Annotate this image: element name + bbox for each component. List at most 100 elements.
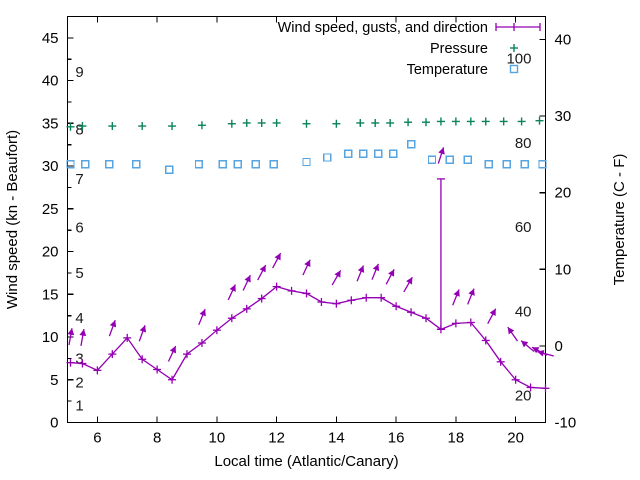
temperature-point <box>302 157 311 167</box>
wind-direction-arrowhead <box>334 270 341 278</box>
wind-direction-arrows <box>67 147 554 362</box>
beaufort-label: 4 <box>75 310 83 327</box>
wind-speed-series <box>66 282 550 393</box>
x-tick-label: 12 <box>268 430 285 447</box>
x-tick-label: 16 <box>388 430 405 447</box>
temperature-point <box>218 160 228 169</box>
beaufort-label: 5 <box>75 265 83 282</box>
x-tick-label: 8 <box>153 430 161 447</box>
wind-direction-arrowhead <box>304 259 311 268</box>
legend-label: Temperature <box>407 62 488 78</box>
temperature-point <box>374 149 383 158</box>
wind-direction-arrowhead <box>357 265 365 273</box>
plot-frame <box>66 15 547 424</box>
wind-direction-arrowhead <box>489 308 496 316</box>
x-tick-label: 6 <box>93 430 101 447</box>
temperature-point <box>132 160 141 169</box>
temperature-point <box>105 160 114 169</box>
wind-direction-arrowhead <box>199 309 206 317</box>
wind-direction-arrowhead <box>468 288 475 296</box>
temperature-point <box>445 155 455 164</box>
y-tick-label: 20 <box>42 244 59 261</box>
y2-tick-label: 0 <box>555 338 563 355</box>
temperature-point <box>427 155 437 164</box>
x-tick-label: 20 <box>507 430 524 447</box>
legend-label: Pressure <box>430 41 488 57</box>
y-tick-label: 40 <box>42 73 59 90</box>
pressure-series <box>66 116 544 131</box>
y-tick-label: 35 <box>42 115 59 132</box>
y2-tick-label: 10 <box>555 261 572 278</box>
wind-direction-arrowhead <box>507 327 515 335</box>
wind-direction-arrowhead <box>244 275 251 283</box>
y-tick-label: 45 <box>42 30 59 47</box>
wind-direction-arrowhead <box>388 269 395 277</box>
y2-axis-title: Temperature (C - F) <box>611 154 628 286</box>
wind-direction-arrowhead <box>67 328 75 336</box>
wind-direction-arrowhead <box>521 340 529 348</box>
temperature-point <box>520 160 529 169</box>
x-tick-label: 14 <box>328 430 345 447</box>
fahrenheit-label: 60 <box>515 219 532 236</box>
wind-direction-arrowhead <box>537 349 545 357</box>
temperature-point <box>233 160 242 169</box>
beaufort-label: 6 <box>75 220 83 237</box>
temperature-point <box>66 160 75 169</box>
temperature-point <box>251 160 260 169</box>
y-tick-label: 5 <box>50 372 58 389</box>
wind-direction-arrowhead <box>79 329 87 337</box>
temperature-point <box>463 155 473 164</box>
y2-tick-label: -10 <box>555 415 577 432</box>
wind-direction-arrowhead <box>169 346 176 354</box>
y-axis-ticks: 0 5 10 15 20 25 30 35 40 45 <box>42 30 74 432</box>
wind-direction-arrowhead <box>532 347 540 354</box>
temperature-point <box>538 160 547 169</box>
y-tick-label: 0 <box>50 415 58 432</box>
temperature-point <box>502 160 511 169</box>
temperature-point <box>344 149 353 158</box>
temperature-point <box>359 149 368 158</box>
temperature-series <box>66 140 547 174</box>
y2-axis-ticks: -10 0 10 20 30 40 <box>539 31 577 432</box>
y2-tick-label: 40 <box>555 31 572 48</box>
wind-direction-arrowhead <box>229 284 236 292</box>
y-tick-label: 15 <box>42 286 59 303</box>
temperature-point <box>164 165 174 174</box>
beaufort-label: 7 <box>75 171 83 188</box>
legend-swatch-temperature <box>509 64 519 74</box>
wind-direction-arrowhead <box>453 289 460 297</box>
y-tick-label: 10 <box>42 329 59 346</box>
x-tick-label: 18 <box>448 430 465 447</box>
x-axis-title: Local time (Atlantic/Canary) <box>214 453 398 470</box>
wind-direction-arrowhead <box>372 263 380 272</box>
x-axis-ticks: 6 8 10 12 14 16 18 20 <box>93 16 524 447</box>
wind-direction-arrowhead <box>274 253 281 261</box>
fahrenheit-label: 20 <box>515 388 532 405</box>
x-tick-label: 10 <box>209 430 226 447</box>
fahrenheit-label: 100 <box>506 51 531 68</box>
y-tick-label: 25 <box>42 201 59 218</box>
temperature-point <box>484 160 493 169</box>
temperature-point <box>81 160 90 169</box>
y-axis-title: Wind speed (kn - Beaufort) <box>4 130 21 309</box>
wind-direction-arrowhead <box>438 147 445 155</box>
beaufort-scale-labels: 1 2 3 4 5 6 7 8 9 <box>75 64 83 414</box>
y2-tick-label: 20 <box>555 185 572 202</box>
y2-tick-label: 30 <box>555 108 572 125</box>
wind-direction-arrowhead <box>139 325 147 333</box>
fahrenheit-label: 80 <box>515 135 532 152</box>
wind-direction-arrowhead <box>259 265 266 273</box>
chart-legend: Wind speed, gusts, and direction Pressure… <box>278 20 541 78</box>
beaufort-label: 1 <box>75 397 83 414</box>
beaufort-label: 2 <box>75 374 83 391</box>
beaufort-label: 3 <box>75 350 83 367</box>
temperature-point <box>406 140 416 149</box>
legend-label: Wind speed, gusts, and direction <box>278 20 488 36</box>
y-tick-label: 30 <box>42 158 59 175</box>
wind-direction-arrowhead <box>109 320 117 328</box>
temperature-point <box>269 160 278 169</box>
plot-border <box>66 15 547 424</box>
